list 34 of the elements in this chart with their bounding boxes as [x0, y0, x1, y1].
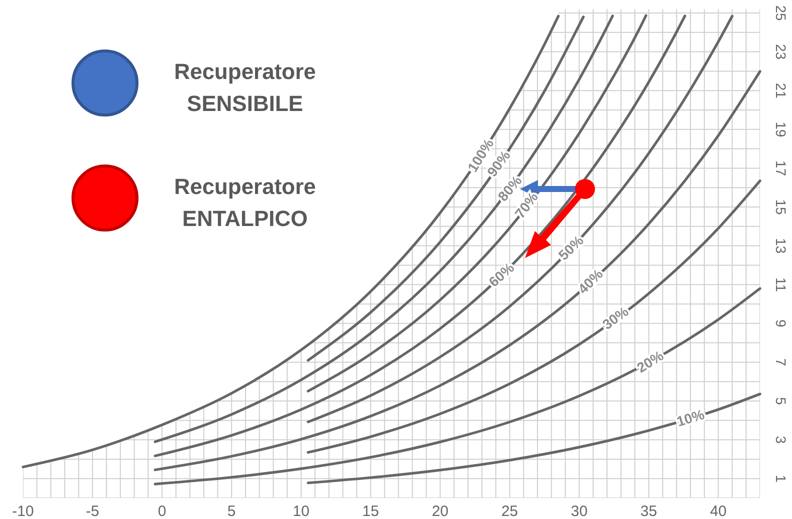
text: 30% — [599, 302, 632, 333]
y-tick-label: 25 — [773, 5, 789, 21]
annotation: Recuperatore ENTALPICO — [174, 174, 316, 231]
line-series — [306, 392, 762, 484]
y-tick-label: 3 — [773, 436, 789, 444]
y-tick-label: 15 — [773, 199, 789, 215]
y-tick-label: 7 — [773, 358, 789, 366]
text: 60% — [485, 258, 518, 290]
x-tick-label: 25 — [501, 503, 518, 519]
x-tick-label: 35 — [640, 503, 658, 519]
y-tick-label: 21 — [773, 82, 789, 99]
line-series — [22, 14, 560, 468]
annotation: Recuperatore SENSIBILE — [174, 59, 316, 116]
y-tick-label: 23 — [773, 44, 789, 60]
text: 40% — [574, 265, 606, 297]
text: 10% — [674, 406, 707, 430]
y-tick-label: 13 — [773, 238, 789, 254]
x-tick-label: 30 — [570, 503, 588, 519]
x-tick-label: -5 — [86, 503, 100, 519]
y-tick-label: 9 — [773, 320, 789, 328]
x-tick-label: 0 — [158, 503, 166, 519]
x-tick-label: 20 — [432, 503, 449, 519]
y-tick-label: 19 — [773, 122, 789, 138]
x-tick-label: 10 — [292, 503, 310, 519]
x-tick-label: 15 — [362, 503, 379, 519]
x-tick-label: 5 — [227, 503, 236, 519]
y-tick-label: 17 — [773, 160, 789, 176]
text: 50% — [555, 232, 587, 264]
text: 20% — [634, 347, 667, 376]
y-tick-label: 11 — [773, 277, 789, 292]
y-tick-label: 5 — [773, 397, 789, 406]
x-tick-label: -10 — [12, 503, 34, 519]
y-tick-label: 1 — [773, 474, 789, 483]
x-tick-label: 40 — [710, 503, 727, 519]
